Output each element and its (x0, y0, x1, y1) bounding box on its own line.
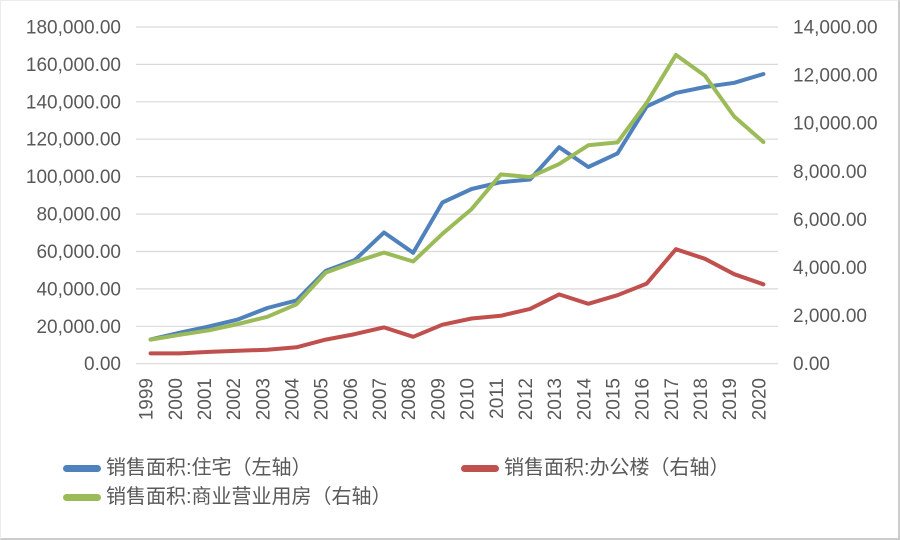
left-axis-tick-label: 0.00 (84, 354, 121, 375)
x-axis-tick-label: 2019 (720, 378, 741, 420)
chart-legend: 销售面积:住宅（左轴） 销售面积:办公楼（右轴） 销售面积:商业营业用房（右轴） (63, 455, 730, 511)
right-axis-tick-label: 2,000.00 (793, 306, 867, 327)
x-axis-tick-label: 2001 (195, 378, 216, 420)
legend-item-office-right-axis: 销售面积:办公楼（右轴） (461, 455, 730, 482)
x-axis-tick-label: 2008 (399, 378, 420, 420)
x-axis-tick-label: 2003 (253, 378, 274, 420)
series-line-office (148, 247, 766, 356)
legend-item-commercial-right-axis: 销售面积:商业营业用房（右轴） (63, 484, 461, 511)
right-axis-tick-label: 12,000.00 (793, 66, 878, 87)
x-axis-tick-label: 2010 (458, 378, 479, 420)
legend-item-residential-left-axis: 销售面积:住宅（左轴） (63, 455, 461, 482)
left-axis-tick-label: 60,000.00 (36, 242, 121, 263)
x-axis-tick-label: 2007 (370, 378, 391, 420)
x-axis-tick-label: 2020 (749, 378, 770, 420)
x-axis-tick-label: 2017 (662, 378, 683, 420)
left-axis-tick-label: 160,000.00 (26, 55, 121, 76)
right-axis-tick-label: 14,000.00 (793, 18, 878, 39)
legend-label-commercial: 销售面积:商业营业用房（右轴） (106, 486, 392, 508)
legend-label-residential: 销售面积:住宅（左轴） (106, 457, 312, 479)
left-axis-tick-label: 20,000.00 (36, 317, 121, 338)
x-axis-tick-label: 2011 (487, 378, 508, 419)
legend-swatch-commercial (63, 494, 101, 501)
right-axis-tick-label: 0.00 (793, 354, 830, 375)
series-line-residential (148, 72, 766, 342)
x-axis-tick-label: 2014 (574, 378, 595, 421)
legend-swatch-office (461, 465, 499, 472)
left-axis-tick-label: 80,000.00 (36, 205, 121, 226)
right-axis-tick-label: 4,000.00 (793, 258, 867, 279)
right-axis-tick-label: 6,000.00 (793, 210, 867, 231)
x-axis-tick-label: 1999 (137, 378, 158, 420)
left-axis-tick-label: 140,000.00 (26, 92, 121, 113)
x-axis-tick-label: 2006 (341, 378, 362, 420)
x-axis-tick-label: 2016 (633, 378, 654, 420)
x-axis-tick-label: 2009 (428, 378, 449, 420)
legend-swatch-residential (63, 465, 101, 472)
x-axis-tick-label: 2004 (283, 378, 304, 421)
left-axis-tick-label: 180,000.00 (26, 18, 121, 39)
x-axis-tick-label: 2002 (224, 378, 245, 420)
right-axis-tick-label: 8,000.00 (793, 162, 867, 183)
x-axis-tick-label: 2000 (166, 378, 187, 420)
right-axis-tick-label: 10,000.00 (793, 114, 878, 135)
left-axis-tick-label: 40,000.00 (36, 279, 121, 300)
left-axis-tick-label: 100,000.00 (26, 167, 121, 188)
line-chart-plot-area: 0.00 20,000.00 40,000.00 60,000.00 80,000.00… (26, 18, 878, 421)
x-axis-tick-label: 2013 (545, 378, 566, 420)
x-axis-tick-label: 2012 (516, 378, 537, 420)
x-axis-tick-label: 2005 (312, 378, 333, 420)
series-line-commercial (148, 52, 766, 342)
legend-label-office: 销售面积:办公楼（右轴） (504, 457, 730, 479)
x-axis-tick-label: 2015 (604, 378, 625, 420)
x-axis-tick-label: 2018 (691, 378, 712, 420)
left-axis-tick-label: 120,000.00 (26, 130, 121, 151)
